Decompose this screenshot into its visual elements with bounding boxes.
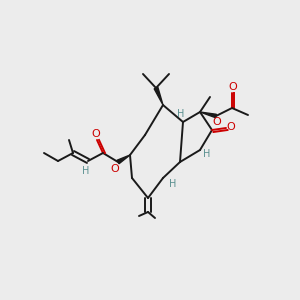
Text: H: H xyxy=(169,179,177,189)
Polygon shape xyxy=(117,155,130,164)
Polygon shape xyxy=(154,87,163,105)
Text: O: O xyxy=(229,82,237,92)
Polygon shape xyxy=(200,112,216,118)
Text: H: H xyxy=(82,166,90,176)
Text: O: O xyxy=(111,164,119,174)
Text: H: H xyxy=(203,149,211,159)
Text: O: O xyxy=(92,129,100,139)
Text: H: H xyxy=(177,109,185,119)
Text: O: O xyxy=(226,122,236,132)
Text: O: O xyxy=(213,117,221,127)
